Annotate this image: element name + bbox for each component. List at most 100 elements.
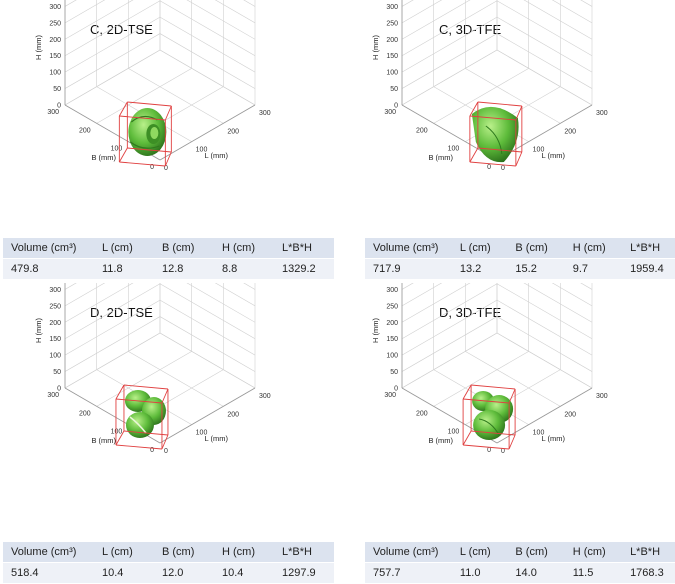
grid-line <box>496 283 593 339</box>
l-axis-label: L (mm) <box>542 434 566 443</box>
value-volume: 757.7 <box>365 562 452 584</box>
panel-d-3dtfe: D, 3D-TFE 050100150200250300350010020030… <box>337 283 675 584</box>
grid-line <box>551 283 593 307</box>
z-tick-label: 200 <box>49 37 61 44</box>
panel-c-3dtfe: C, 3D-TFE 050100150200250300350010020030… <box>337 0 675 292</box>
l-tick-label: 200 <box>564 128 576 135</box>
b-axis-label: B (mm) <box>428 436 453 445</box>
l-tick-label: 0 <box>501 165 505 172</box>
b-tick-label: 200 <box>79 127 91 134</box>
plot-3d: 0501001502002503003500100200300010020030… <box>34 283 271 455</box>
b-tick-label: 0 <box>150 164 154 171</box>
grid-line <box>128 68 224 124</box>
value-length: 10.4 <box>94 562 154 584</box>
header-volume: Volume (cm³) <box>365 238 452 259</box>
blob-fold <box>129 141 160 149</box>
z-tick-label: 0 <box>57 386 61 393</box>
blob-highlight <box>129 416 147 434</box>
z-tick-label: 250 <box>386 303 398 310</box>
header-height: H (cm) <box>564 542 623 563</box>
plot-3d: 0501001502002503003500100200300010020030… <box>371 283 608 455</box>
panel-title: C, 3D-TFE <box>439 22 502 37</box>
grid-line <box>401 283 443 307</box>
segmentation-render <box>128 108 167 156</box>
panel-title: D, 3D-TFE <box>439 305 502 320</box>
grid-line <box>523 0 593 40</box>
blob-fold <box>479 418 500 436</box>
grid-line <box>401 0 443 24</box>
l-tick-label: 100 <box>196 430 208 437</box>
b-axis-label: B (mm) <box>428 153 453 162</box>
stats-table: Volume (cm³) L (cm) B (cm) H (cm) L*B*H … <box>3 542 334 584</box>
grid-line <box>64 0 77 7</box>
b-tick-label: 300 <box>47 109 59 116</box>
value-length: 11.0 <box>451 562 508 584</box>
segmentation-render <box>472 391 514 440</box>
l-axis <box>159 104 256 161</box>
grid-line <box>496 49 593 106</box>
stats-table: Volume (cm³) L (cm) B (cm) H (cm) L*B*H … <box>365 238 675 280</box>
grid-line <box>401 316 498 372</box>
l-axis-label: L (mm) <box>542 151 566 160</box>
table-row: 717.9 13.2 15.2 9.7 1959.4 <box>365 258 675 280</box>
grid-line <box>580 283 593 290</box>
grid-line <box>159 316 256 372</box>
z-tick-label: 50 <box>390 86 398 93</box>
z-tick-label: 150 <box>49 336 61 343</box>
b-tick-label: 100 <box>111 429 123 436</box>
bounding-box <box>118 101 172 167</box>
grid-line <box>401 16 498 73</box>
panel-d-2dtse: D, 2D-TSE 050100150200250300350010020030… <box>0 283 338 584</box>
grid-line <box>401 0 414 7</box>
grid-line <box>401 283 414 290</box>
table-header-row: Volume (cm³) L (cm) B (cm) H (cm) L*B*H <box>365 238 675 259</box>
grid-line <box>64 299 161 356</box>
z-tick-label: 100 <box>49 353 61 360</box>
header-product: L*B*H <box>274 238 334 259</box>
b-tick-label: 300 <box>384 109 396 116</box>
grid-line <box>159 283 256 339</box>
grid-line <box>496 332 593 389</box>
header-breadth: B (cm) <box>154 238 214 259</box>
l-tick-label: 0 <box>164 448 168 455</box>
header-breadth: B (cm) <box>507 542 565 563</box>
grid-line <box>496 33 593 89</box>
blob-lobe <box>150 127 159 139</box>
grid-line <box>243 283 256 290</box>
l-tick-label: 100 <box>196 147 208 154</box>
l-tick-label: 300 <box>259 393 271 400</box>
grid-line <box>159 0 256 56</box>
grid-line <box>64 332 161 389</box>
header-height: H (cm) <box>564 238 623 259</box>
grid-line <box>159 33 256 89</box>
plot-3d: 0501001502002503003500100200300010020030… <box>34 0 271 172</box>
grid-line <box>496 316 593 372</box>
l-tick-label: 100 <box>533 147 545 154</box>
value-product: 1768.3 <box>622 562 675 584</box>
grid-line <box>64 283 161 339</box>
l-tick-label: 200 <box>564 411 576 418</box>
z-tick-label: 100 <box>49 70 61 77</box>
z-tick-label: 200 <box>386 37 398 44</box>
grid-line <box>64 49 161 106</box>
value-volume: 717.9 <box>365 258 452 280</box>
b-tick-label: 0 <box>487 447 491 454</box>
b-tick-label: 300 <box>384 392 396 399</box>
z-tick-label: 300 <box>49 287 61 294</box>
z-tick-label: 0 <box>394 386 398 393</box>
grid-line <box>159 16 256 73</box>
table-header-row: Volume (cm³) L (cm) B (cm) H (cm) L*B*H <box>3 238 334 259</box>
grid-line <box>401 49 498 106</box>
l-axis-label: L (mm) <box>205 434 229 443</box>
grid-line <box>64 283 134 323</box>
grid-line <box>186 0 256 40</box>
grid-line <box>64 283 106 307</box>
l-tick-label: 200 <box>227 128 239 135</box>
grid-line <box>64 283 77 290</box>
grid-line <box>401 332 498 389</box>
value-height: 11.5 <box>564 562 623 584</box>
grid-line <box>159 49 256 106</box>
value-length: 11.8 <box>94 258 154 280</box>
plot-3d: 0501001502002503003500100200300010020030… <box>371 0 608 172</box>
value-breadth: 14.0 <box>507 562 565 584</box>
